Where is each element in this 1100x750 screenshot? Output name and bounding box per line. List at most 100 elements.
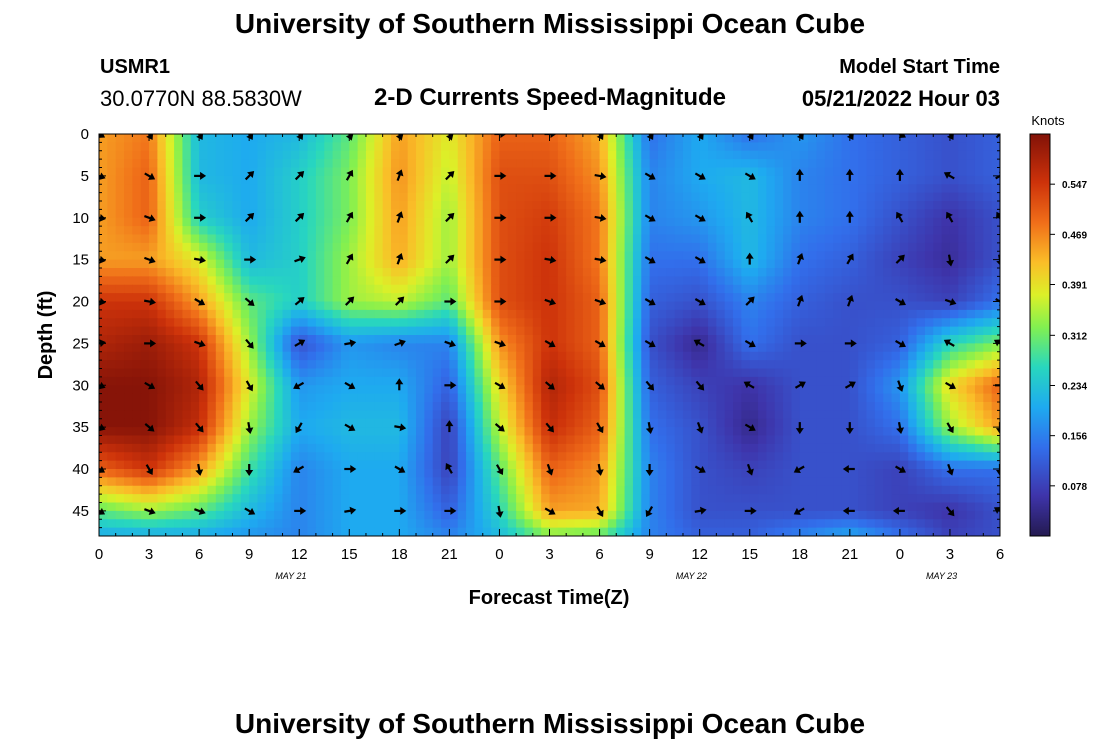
heatmap-cell (716, 435, 726, 445)
heatmap-cell (174, 469, 184, 478)
heatmap-cell (607, 435, 617, 445)
heatmap-cell (858, 443, 868, 453)
heatmap-cell (357, 318, 367, 328)
heatmap-cell (541, 167, 551, 177)
heatmap-cell (357, 510, 367, 520)
heatmap-cell (616, 142, 626, 152)
heatmap-cell (833, 460, 843, 470)
heatmap-cell (549, 460, 559, 470)
heatmap-cell (983, 150, 993, 160)
heatmap-cell (149, 284, 158, 294)
heatmap-cell (549, 485, 559, 495)
heatmap-cell (249, 326, 259, 336)
heatmap-cell (874, 175, 884, 185)
heatmap-cell (891, 452, 901, 462)
heatmap-cell (966, 175, 976, 185)
heatmap-cell (624, 184, 634, 194)
heatmap-cell (883, 293, 893, 303)
heatmap-cell (582, 234, 592, 244)
heatmap-cell (649, 494, 659, 504)
heatmap-cell (566, 234, 576, 244)
heatmap-cell (657, 485, 667, 495)
heatmap-cell (991, 268, 1000, 277)
heatmap-cell (407, 209, 417, 219)
heatmap-cell (549, 301, 559, 311)
heatmap-cell (190, 184, 200, 194)
heatmap-cell (107, 368, 117, 378)
heatmap-cell (257, 402, 267, 411)
heatmap-cell (599, 268, 609, 277)
heatmap-cell (407, 251, 417, 261)
heatmap-cell (232, 443, 242, 453)
heatmap-cell (808, 276, 818, 286)
heatmap-cell (941, 318, 951, 328)
heatmap-cell (466, 494, 476, 504)
heatmap-cell (324, 301, 334, 311)
heatmap-cell (399, 418, 409, 428)
heatmap-cell (499, 209, 509, 219)
heatmap-cell (290, 301, 300, 311)
heatmap-cell (983, 134, 993, 143)
heatmap-cell (174, 385, 184, 395)
heatmap-cell (649, 259, 659, 269)
heatmap-cell (708, 402, 717, 411)
heatmap-cell (783, 393, 793, 403)
heatmap-cell (215, 343, 225, 353)
heatmap-cell (457, 402, 467, 411)
heatmap-cell (958, 209, 968, 219)
heatmap-cell (708, 309, 717, 319)
heatmap-cell (382, 502, 392, 512)
heatmap-cell (157, 159, 167, 169)
heatmap-cell (474, 259, 484, 269)
heatmap-cell (991, 368, 1000, 378)
heatmap-cell (924, 335, 934, 344)
heatmap-cell (240, 494, 250, 504)
heatmap-cell (666, 443, 676, 453)
heatmap-cell (199, 469, 209, 478)
heatmap-cell (549, 192, 559, 202)
heatmap-cell (257, 485, 267, 495)
heatmap-cell (849, 443, 859, 453)
heatmap-cell (365, 301, 375, 311)
heatmap-cell (424, 343, 434, 353)
heatmap-cell (557, 309, 567, 319)
heatmap-cell (641, 502, 651, 512)
heatmap-cell (466, 443, 476, 453)
heatmap-cell (407, 427, 417, 437)
heatmap-cell (149, 477, 158, 487)
heatmap-cell (899, 477, 909, 487)
heatmap-cell (916, 510, 926, 520)
heatmap-cell (699, 318, 709, 328)
heatmap-cell (582, 510, 592, 520)
heatmap-cell (466, 242, 476, 252)
heatmap-cell (699, 159, 709, 169)
heatmap-cell (758, 301, 767, 311)
heatmap-cell (924, 150, 934, 160)
heatmap-cell (382, 460, 392, 470)
heatmap-cell (666, 502, 676, 512)
heatmap-cell (299, 226, 309, 236)
heatmap-cell (749, 460, 759, 470)
heatmap-cell (357, 251, 367, 261)
heatmap-cell (883, 452, 893, 462)
heatmap-cell (516, 276, 526, 286)
heatmap-cell (808, 427, 818, 437)
heatmap-cell (657, 301, 667, 311)
heatmap-cell (574, 418, 584, 428)
heatmap-cell (783, 427, 793, 437)
heatmap-cell (416, 234, 425, 244)
heatmap-cell (424, 284, 434, 294)
heatmap-cell (149, 427, 158, 437)
heatmap-cell (991, 301, 1000, 311)
heatmap-cell (416, 293, 425, 303)
heatmap-cell (933, 452, 943, 462)
heatmap-cell (766, 293, 776, 303)
heatmap-cell (524, 175, 534, 185)
heatmap-cell (566, 192, 576, 202)
heatmap-cell (974, 184, 984, 194)
heatmap-cell (182, 259, 192, 269)
heatmap-cell (224, 351, 234, 361)
heatmap-cell (507, 209, 517, 219)
heatmap-cell (708, 494, 717, 504)
heatmap-cell (974, 460, 984, 470)
